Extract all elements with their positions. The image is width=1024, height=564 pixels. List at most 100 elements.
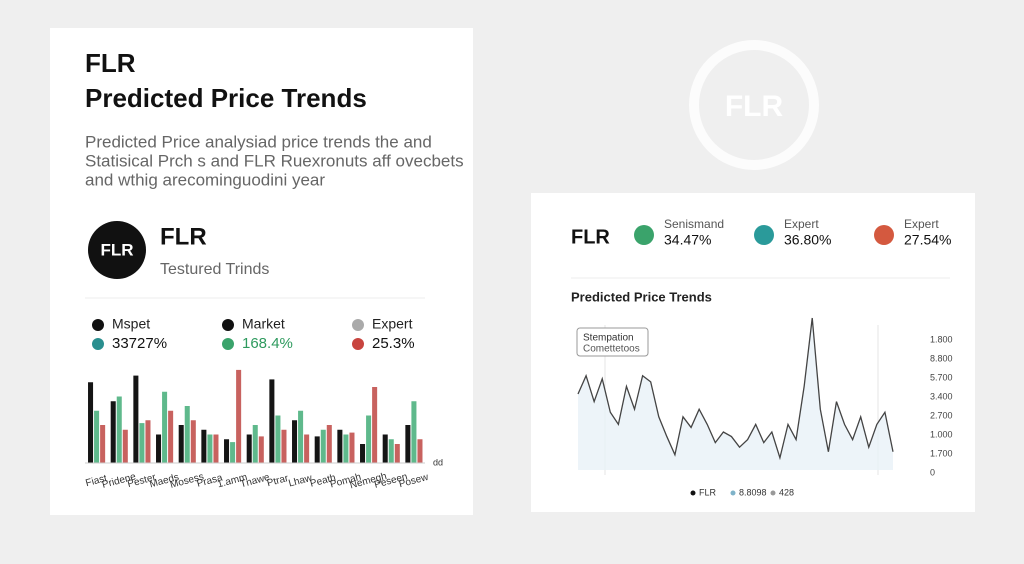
stat-label: Expert — [904, 217, 939, 231]
legend-label: 428 — [779, 487, 794, 497]
bar — [236, 369, 242, 463]
legend-dot — [770, 490, 776, 496]
bar — [343, 434, 349, 463]
bar — [388, 439, 394, 463]
bar — [372, 387, 378, 463]
y-label: 2.700 — [930, 410, 953, 420]
bar — [178, 425, 184, 463]
y-label: 8.800 — [930, 353, 953, 363]
desc: Predicted Price analysiad price trends t… — [85, 132, 432, 151]
bar — [298, 410, 304, 463]
bar — [213, 434, 219, 463]
bar — [156, 434, 162, 463]
bar — [190, 420, 196, 463]
stat-icon — [634, 225, 654, 245]
bar — [281, 429, 287, 463]
bar — [224, 439, 230, 463]
bar — [145, 420, 151, 463]
bar — [110, 401, 116, 463]
legend-dot — [730, 490, 736, 496]
subtitle: Predicted Price Trends — [85, 83, 367, 113]
y-label: 1.000 — [930, 429, 953, 439]
stat-value: 25.3% — [372, 335, 415, 352]
stat-value: 168.4% — [242, 335, 293, 352]
name: FLR — [571, 226, 610, 248]
annotation: Stempation — [583, 333, 634, 344]
legend-label: 8.8098 — [739, 487, 767, 497]
bg-logo: FLR — [725, 90, 784, 123]
y-label: 1.700 — [930, 448, 953, 458]
bar — [94, 410, 100, 463]
stat-value: 27.54% — [904, 232, 951, 248]
title: FLR — [85, 48, 136, 78]
corner-label: dd — [433, 457, 443, 467]
stat-label: Expert — [784, 217, 819, 231]
bar — [258, 436, 264, 463]
bar — [184, 406, 190, 463]
chart-title: Predicted Price Trends — [571, 289, 712, 304]
x-tick-label: Fiast — [84, 473, 108, 489]
bar — [269, 379, 275, 463]
stat-label: Senismand — [664, 217, 724, 231]
bar — [122, 429, 128, 463]
logo-text: FLR — [100, 240, 133, 259]
stat-icon — [222, 319, 234, 331]
bar — [411, 401, 417, 463]
bar — [417, 439, 423, 463]
bar — [88, 382, 94, 463]
desc: and wthig arecominguodini year — [85, 170, 325, 189]
bar — [320, 429, 326, 463]
stat-icon — [352, 338, 364, 350]
annotation: Comettetoos — [583, 344, 640, 355]
bar — [116, 396, 122, 463]
bar — [168, 410, 174, 463]
stat-icon — [92, 319, 104, 331]
bar — [394, 444, 400, 463]
stat-value: 33727% — [112, 335, 167, 352]
stat-icon — [754, 225, 774, 245]
y-label: 1.800 — [930, 334, 953, 344]
bar — [100, 425, 106, 463]
legend-label: FLR — [699, 487, 717, 497]
annotation-box — [576, 327, 649, 357]
bar — [326, 425, 332, 463]
stat-icon — [92, 338, 104, 350]
bar — [360, 444, 366, 463]
bar — [405, 425, 411, 463]
bar — [292, 420, 298, 463]
stat-icon — [352, 319, 364, 331]
stat-icon — [874, 225, 894, 245]
stat-label: Mspet — [112, 316, 150, 332]
bar — [366, 415, 372, 463]
line — [577, 317, 894, 461]
bar — [162, 391, 168, 463]
bar — [230, 442, 236, 463]
bar — [252, 425, 258, 463]
stat-value: 34.47% — [664, 232, 711, 248]
stat-value: 36.80% — [784, 232, 831, 248]
bar — [275, 415, 281, 463]
y-label: 3.400 — [930, 391, 953, 401]
bar — [133, 375, 139, 463]
bar — [304, 434, 310, 463]
bar — [349, 432, 355, 463]
desc: Statisical Prch s and FLR Ruexronuts aff… — [85, 151, 464, 170]
bar — [314, 436, 320, 463]
bar — [207, 434, 213, 463]
y-label: 5.700 — [930, 372, 953, 382]
stat-label: Expert — [372, 316, 413, 332]
name: FLR — [160, 223, 207, 250]
area — [578, 318, 893, 470]
bar — [139, 423, 145, 463]
logo — [88, 221, 146, 279]
bg-ring — [689, 40, 819, 170]
bar — [337, 429, 343, 463]
legend-dot — [690, 490, 696, 496]
stat-label: Market — [242, 316, 285, 332]
stat-icon — [222, 338, 234, 350]
tagline: Testured Trinds — [160, 261, 269, 278]
bar — [201, 429, 207, 463]
bar — [246, 434, 252, 463]
y-label: 0 — [930, 467, 935, 477]
